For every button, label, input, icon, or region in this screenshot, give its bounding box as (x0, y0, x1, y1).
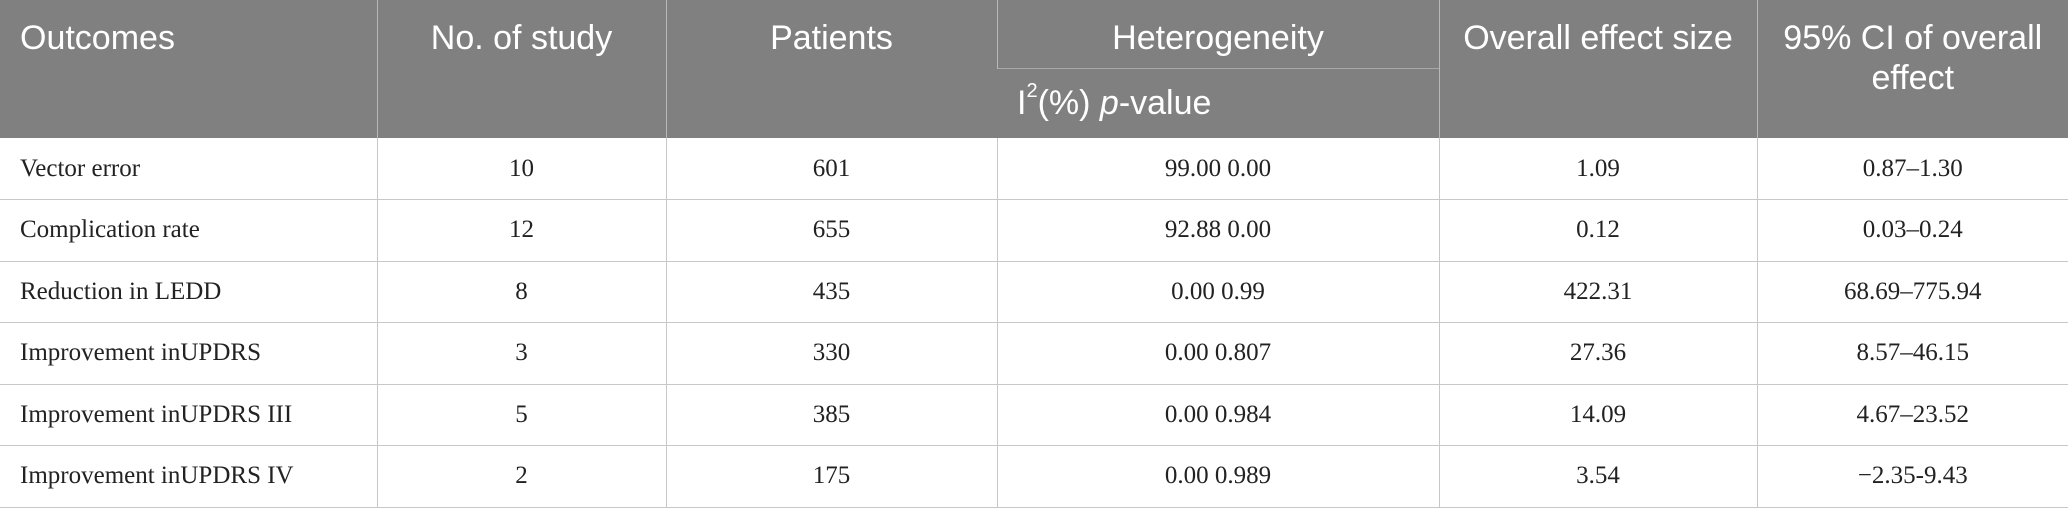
cell-ci: 68.69–775.94 (1756, 260, 2068, 323)
cell-outcome: Complication rate (0, 199, 377, 261)
cell-effect: 422.31 (1438, 260, 1757, 323)
cell-ci: 8.57–46.15 (1756, 322, 2068, 384)
cell-heterogeneity: 99.00 0.00 (996, 138, 1439, 200)
meta-analysis-table: Outcomes No. of study Patients Heterogen… (0, 0, 2068, 508)
cell-patients: 601 (665, 138, 997, 200)
table-row: Reduction in LEDD 8 435 0.00 0.99 422.31… (0, 260, 2068, 323)
header-heterogeneity: Heterogeneity (996, 0, 1439, 68)
cell-patients: 175 (665, 445, 997, 508)
cell-outcome: Vector error (20, 154, 141, 182)
cell-heterogeneity: 0.00 0.99 (996, 260, 1439, 323)
cell-outcome: Reduction in LEDD (0, 260, 377, 323)
cell-outcome: Improvement inUPDRS III (0, 383, 377, 446)
header-overall-effect-size: Overall effect size (1438, 0, 1757, 138)
header-ci: 95% CI of overall effect (1756, 0, 2068, 138)
cell-ci: 4.67–23.52 (1756, 383, 2068, 446)
cell-effect: 0.12 (1438, 199, 1757, 261)
table-header: Outcomes No. of study Patients Heterogen… (0, 0, 2068, 138)
cell-ci: 0.03–0.24 (1756, 199, 2068, 261)
cell-studies: 12 (376, 199, 666, 261)
cell-effect: 1.09 (1438, 138, 1757, 200)
header-patients: Patients (665, 0, 997, 138)
cell-studies: 5 (376, 383, 666, 446)
cell-effect: 3.54 (1438, 445, 1757, 508)
cell-patients: 655 (665, 199, 997, 261)
cell-studies: 10 (376, 138, 666, 200)
cell-heterogeneity: 0.00 0.807 (996, 322, 1439, 384)
table-row: Improvement inUPDRS 3 330 0.00 0.807 27.… (0, 322, 2068, 384)
p-italic: p (1099, 83, 1119, 122)
table-row: Complication rate 12 655 92.88 0.00 0.12… (0, 199, 2068, 261)
table-body: Vector error 10 601 99.00 0.00 1.09 0.87… (0, 138, 2068, 508)
cell-studies: 2 (376, 445, 666, 508)
cell-ci: 0.87–1.30 (1756, 138, 2068, 200)
cell-effect: 27.36 (1438, 322, 1757, 384)
i2-prefix: I (1017, 83, 1027, 122)
i2-suffix: (%) (1037, 83, 1100, 122)
header-i2-pvalue: I2(%) p-value (997, 67, 1439, 138)
cell-heterogeneity: 0.00 0.989 (996, 445, 1439, 508)
table-row: Vector error 10 601 99.00 0.00 1.09 0.87… (0, 138, 2068, 200)
cell-effect: 14.09 (1438, 383, 1757, 446)
cell-patients: 435 (665, 260, 997, 323)
cell-ci: −2.35-9.43 (1756, 445, 2068, 508)
cell-studies: 3 (376, 322, 666, 384)
header-outcomes: Outcomes (0, 0, 377, 138)
cell-studies: 8 (376, 260, 666, 323)
p-suffix: -value (1118, 83, 1212, 122)
table-row: Improvement inUPDRS III 5 385 0.00 0.984… (0, 383, 2068, 446)
i2-superscript: 2 (1026, 80, 1038, 103)
cell-patients: 385 (665, 383, 997, 446)
table-row: Improvement inUPDRS IV 2 175 0.00 0.989 … (0, 445, 2068, 508)
cell-outcome: Improvement inUPDRS IV (0, 445, 377, 508)
cell-heterogeneity: 92.88 0.00 (996, 199, 1439, 261)
cell-outcome: Improvement inUPDRS (0, 322, 377, 384)
cell-heterogeneity: 0.00 0.984 (996, 383, 1439, 446)
cell-patients: 330 (665, 322, 997, 384)
header-no-of-study: No. of study (376, 0, 666, 138)
